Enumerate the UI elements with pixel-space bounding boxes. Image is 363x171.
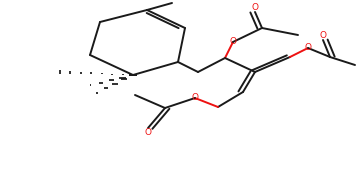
Text: O: O bbox=[144, 128, 151, 137]
Text: O: O bbox=[252, 3, 258, 12]
Text: O: O bbox=[319, 31, 326, 40]
Text: O: O bbox=[192, 94, 199, 102]
Text: O: O bbox=[305, 43, 311, 52]
Text: O: O bbox=[229, 37, 237, 47]
